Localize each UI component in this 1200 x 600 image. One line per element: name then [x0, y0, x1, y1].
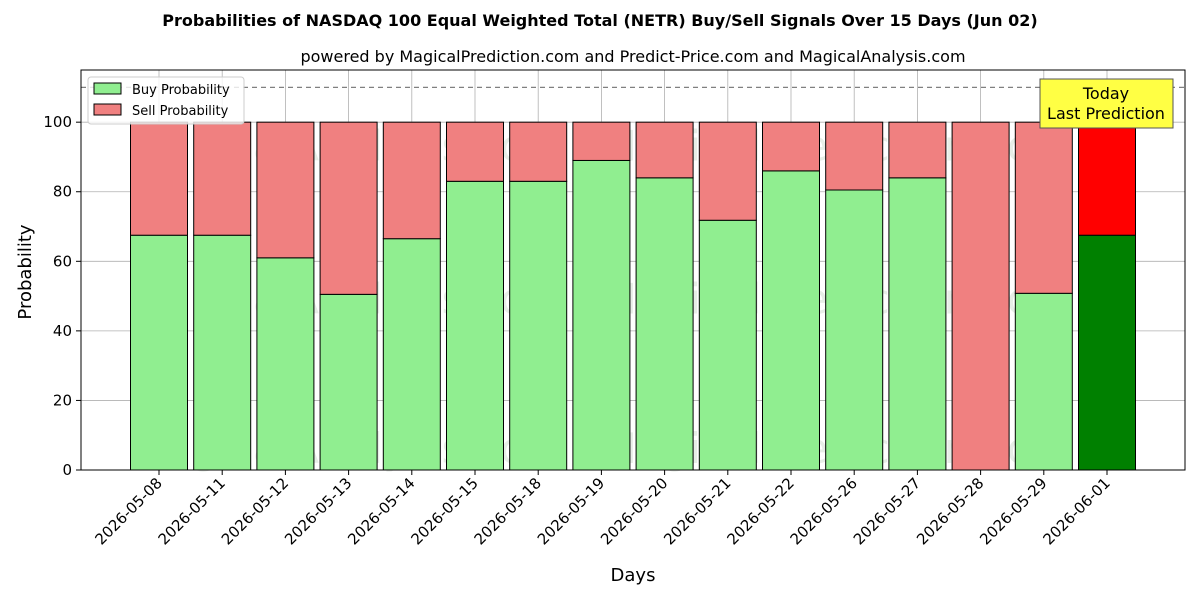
x-tick-label: 2026-05-12 [218, 474, 292, 548]
x-tick-label: 2026-06-01 [1039, 474, 1113, 548]
buy-bar [635, 177, 694, 471]
y-axis-label: Probability [15, 224, 36, 319]
sell-bar [509, 121, 568, 182]
x-tick-label: 2026-05-20 [597, 474, 671, 548]
sell-bar [256, 121, 315, 259]
sell-bar [382, 121, 441, 240]
buy-bar [130, 234, 188, 471]
x-axis-label: Days [611, 565, 656, 586]
y-tick-label: 20 [53, 391, 72, 409]
y-tick-label: 40 [53, 322, 72, 340]
sell-bar [446, 121, 504, 182]
legend-label-sell: Sell Probability [132, 104, 229, 119]
x-tick-label: 2026-05-15 [407, 474, 481, 548]
buy-bar [762, 170, 820, 471]
legend-label-buy: Buy Probability [132, 83, 230, 98]
sell-bar [193, 121, 252, 236]
buy-bar [1078, 234, 1136, 471]
sell-bar [698, 121, 757, 221]
sell-bar [888, 121, 947, 179]
y-tick-label: 0 [62, 461, 72, 479]
x-tick-label: 2026-05-26 [787, 474, 861, 548]
annotation-text: Today [1082, 84, 1129, 103]
sell-bar [762, 121, 820, 172]
sell-bar [951, 121, 1010, 471]
y-tick-label: 60 [53, 252, 72, 270]
annotation-box [1039, 78, 1174, 129]
buy-bar [193, 234, 252, 471]
x-tick-label: 2026-05-18 [471, 474, 545, 548]
legend-box [87, 76, 245, 125]
buy-bar [382, 238, 441, 471]
sell-bar [319, 121, 378, 295]
legend-swatch-sell [93, 103, 122, 116]
y-tick-label: 80 [53, 183, 72, 201]
sell-bar [635, 121, 694, 179]
x-tick-label: 2026-05-08 [91, 474, 165, 548]
x-tick-label: 2026-05-19 [534, 474, 608, 548]
plot-area: MagicalAnalysis.comMagicalPrediction.com… [43, 69, 1186, 548]
buy-bar [572, 159, 631, 471]
buy-bar [825, 189, 884, 471]
buy-bar [319, 293, 378, 471]
annotation-text: Last Prediction [1047, 104, 1165, 123]
chart-title: Probabilities of NASDAQ 100 Equal Weight… [162, 11, 1037, 30]
buy-bar [446, 180, 504, 471]
buy-bar [509, 180, 568, 471]
sell-bar [825, 121, 884, 191]
buy-bar [698, 219, 757, 471]
buy-bar [256, 257, 315, 471]
x-tick-label: 2026-05-27 [850, 474, 924, 548]
x-tick-label: 2026-05-14 [344, 474, 418, 548]
x-tick-label: 2026-05-29 [976, 474, 1050, 548]
x-tick-label: 2026-05-22 [723, 474, 797, 548]
legend-swatch-buy [93, 82, 122, 95]
sell-bar [572, 121, 631, 161]
chart-subtitle: powered by MagicalPrediction.com and Pre… [300, 47, 965, 66]
y-tick-label: 100 [43, 113, 72, 131]
x-tick-label: 2026-05-13 [281, 474, 355, 548]
buy-bar [888, 177, 947, 471]
buy-bar [1014, 292, 1073, 471]
sell-bar [1078, 121, 1136, 236]
x-tick-label: 2026-05-28 [913, 474, 987, 548]
x-tick-label: 2026-05-21 [660, 474, 734, 548]
plot-frame [80, 69, 1186, 471]
sell-bar [130, 121, 188, 236]
sell-bar [1014, 121, 1073, 294]
x-tick-label: 2026-05-11 [155, 474, 229, 548]
